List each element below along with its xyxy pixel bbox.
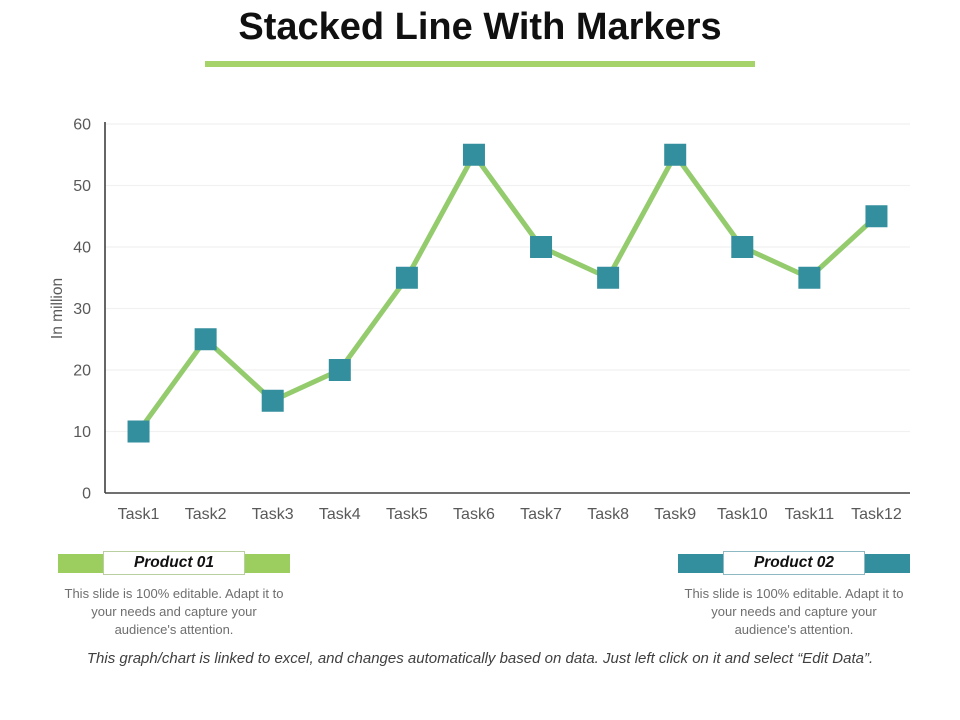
svg-text:0: 0: [82, 486, 91, 503]
svg-text:Task8: Task8: [587, 506, 629, 523]
legend-caption-product-02: This slide is 100% editable. Adapt it to…: [684, 586, 904, 637]
legend-product-01: Product 01 This slide is 100% editable. …: [58, 551, 290, 639]
legend-caption-product-01: This slide is 100% editable. Adapt it to…: [64, 586, 284, 637]
svg-text:60: 60: [73, 117, 91, 134]
svg-text:30: 30: [73, 301, 91, 318]
svg-text:Task6: Task6: [453, 506, 495, 523]
svg-text:Task3: Task3: [252, 506, 294, 523]
footer-note: This graph/chart is linked to excel, and…: [86, 650, 874, 667]
page-title: Stacked Line With Markers: [238, 6, 722, 48]
legend-label-product-01: Product 01: [133, 554, 215, 571]
legend-bar-product-01: Product 01: [58, 551, 290, 575]
legend-label-box-product-02[interactable]: Product 02: [723, 551, 865, 575]
svg-text:20: 20: [73, 363, 91, 380]
svg-text:Task10: Task10: [717, 506, 768, 523]
legend-label-box-product-01[interactable]: Product 01: [103, 551, 245, 575]
legend-product-02: Product 02 This slide is 100% editable. …: [678, 551, 910, 639]
svg-text:Task2: Task2: [185, 506, 227, 523]
svg-text:50: 50: [73, 178, 91, 195]
svg-text:Task9: Task9: [654, 506, 696, 523]
legend-label-product-02: Product 02: [753, 554, 835, 571]
title-underline: [205, 61, 755, 67]
svg-text:10: 10: [73, 424, 91, 441]
svg-text:Task5: Task5: [386, 506, 428, 523]
legend-bar-product-02: Product 02: [678, 551, 910, 575]
svg-text:Task12: Task12: [851, 506, 902, 523]
svg-text:Task11: Task11: [785, 506, 835, 523]
svg-text:Task1: Task1: [118, 506, 160, 523]
svg-text:Task7: Task7: [520, 506, 562, 523]
svg-text:40: 40: [73, 240, 91, 257]
stacked-line-chart[interactable]: 0 10 20 30 40 50 60 Task1 Task2 Task3 Task4 Task5 Ta…: [0, 100, 960, 530]
svg-text:Task4: Task4: [319, 506, 361, 523]
svg-text:In million: In million: [49, 278, 66, 339]
